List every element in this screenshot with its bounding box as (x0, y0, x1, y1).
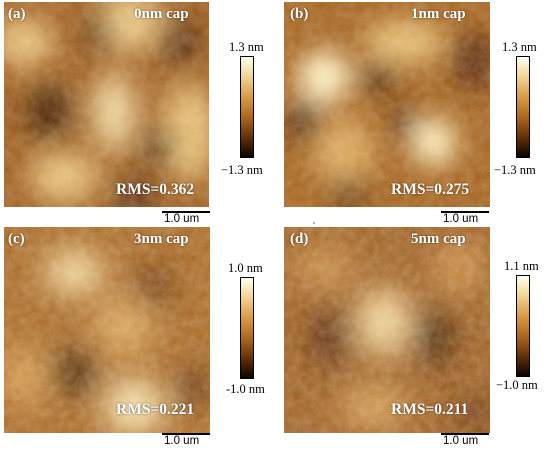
cap-label: 5nm cap (411, 231, 466, 247)
separator-dot (313, 222, 315, 224)
afm-image-a (4, 2, 209, 207)
colorbar-max-label: 1.0 nm (228, 261, 263, 275)
colorbar-min-label: −1.3 nm (221, 163, 263, 177)
colorbar (516, 275, 530, 377)
colorbar-max-label: 1.3 nm (502, 40, 537, 54)
colorbar (516, 56, 530, 158)
colorbar-min-label: -1.0 nm (226, 382, 265, 396)
panel-letter: (d) (290, 231, 309, 247)
panel-letter: (b) (290, 6, 309, 22)
scale-bar-label: 1.0 um (164, 435, 200, 447)
scale-bar (162, 211, 210, 213)
afm-image-d (284, 227, 490, 433)
afm-image-b (284, 2, 490, 207)
panel-letter: (c) (8, 231, 25, 247)
rms-label: RMS=0.362 (116, 181, 195, 198)
scale-bar-label: 1.0 um (443, 213, 479, 225)
scale-bar-label: 1.0 um (164, 213, 200, 225)
colorbar-max-label: 1.1 nm (504, 259, 539, 273)
scale-bar (441, 433, 489, 435)
rms-label: RMS=0.211 (391, 401, 469, 418)
scale-bar (162, 433, 210, 435)
scale-bar-label: 1.0 um (443, 435, 479, 447)
rms-label: RMS=0.275 (391, 181, 470, 198)
colorbar (240, 277, 254, 379)
colorbar-max-label: 1.3 nm (229, 40, 264, 54)
panel-letter: (a) (8, 6, 26, 22)
rms-label: RMS=0.221 (116, 401, 195, 418)
colorbar-min-label: −1.3 nm (494, 163, 536, 177)
cap-label: 3nm cap (134, 231, 189, 247)
colorbar-min-label: −1.0 nm (496, 378, 538, 392)
afm-image-c (4, 227, 210, 433)
colorbar (240, 56, 254, 158)
cap-label: 1nm cap (411, 6, 466, 22)
cap-label: 0nm cap (134, 6, 189, 22)
scale-bar (441, 211, 489, 213)
